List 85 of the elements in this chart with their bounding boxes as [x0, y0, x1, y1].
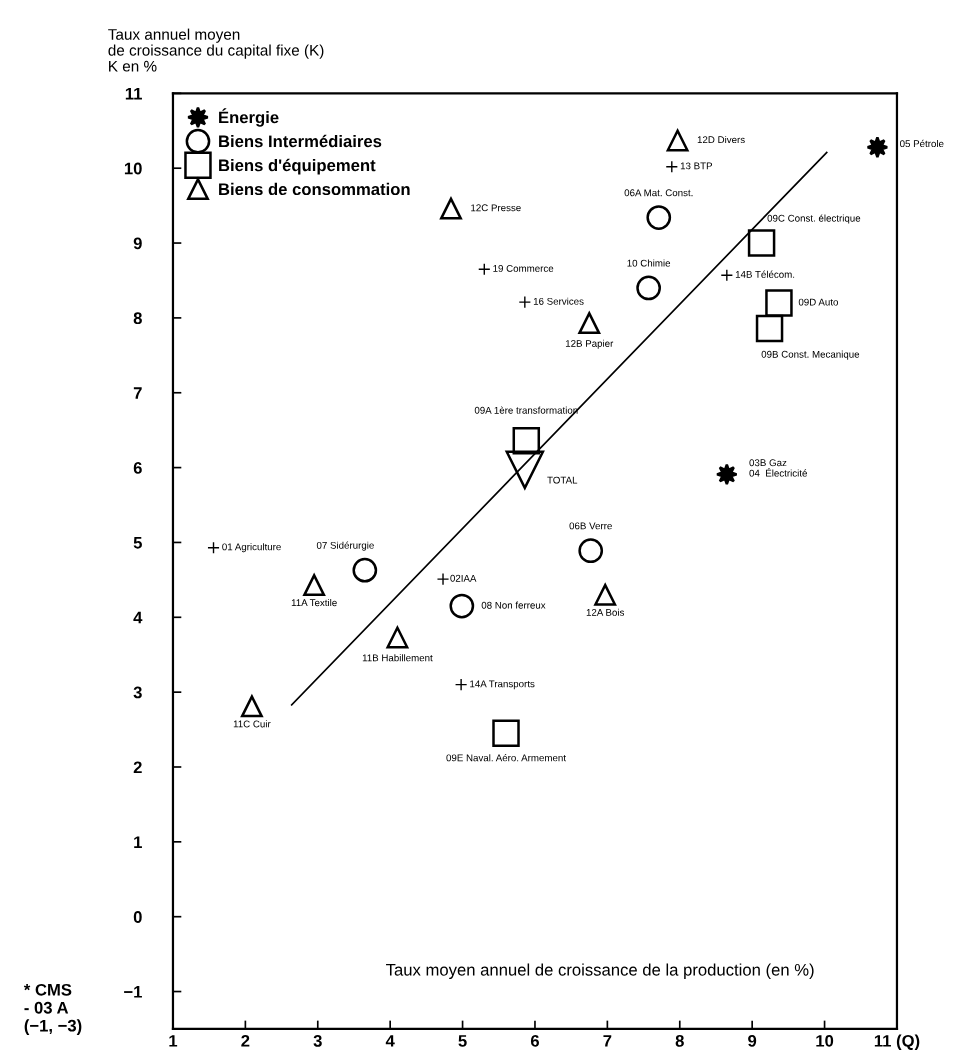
annotation: 09D Auto	[798, 298, 838, 306]
y-tick-label: 7	[133, 387, 142, 399]
x-tick-label: 7	[603, 1035, 612, 1047]
annotation: 14A Transports	[470, 680, 535, 690]
y-tick-label: 5	[133, 537, 142, 549]
legend-label: Biens d'équipement	[219, 158, 376, 175]
point	[665, 160, 679, 173]
y-tick-label: 11	[125, 87, 142, 100]
legend-label: Biens de consommation	[219, 182, 410, 196]
annotation: 01 Agriculture	[222, 543, 281, 553]
x-tick-label: 5	[458, 1035, 467, 1047]
point	[303, 574, 326, 597]
y-tick-label: 6	[133, 462, 142, 474]
point	[454, 678, 468, 691]
point	[518, 295, 532, 309]
point	[755, 314, 784, 343]
point	[512, 426, 541, 455]
annotation: 13 BTP	[680, 162, 713, 170]
point	[666, 129, 689, 152]
annotation: 14B Télécom.	[735, 270, 795, 278]
annotation: 11B Habillement	[362, 654, 433, 662]
annotation: 09B Const. Mecanique	[761, 350, 860, 360]
x-tick-label: 4	[385, 1035, 395, 1047]
point	[492, 719, 520, 748]
annotation: 12B Papier	[565, 339, 614, 349]
point	[449, 593, 475, 619]
x-tick-label: 3	[313, 1034, 322, 1047]
annotation: 12A Bois	[586, 608, 625, 616]
point	[386, 626, 409, 649]
y-tick-label: 1	[134, 836, 142, 848]
annotation: 09E Naval. Aéro. Armement	[446, 754, 566, 762]
annotation: 07 Sidérurgie	[316, 541, 374, 551]
y-tick-label: 3	[133, 686, 142, 699]
point	[720, 268, 734, 282]
y-tick-label: 10	[124, 162, 142, 175]
point	[715, 463, 738, 486]
point	[594, 583, 617, 606]
annotation: 03B Gaz 04 Électricité	[749, 459, 807, 477]
y-tick-label: 0	[133, 911, 142, 923]
point	[352, 557, 378, 583]
annotation: 02IAA	[450, 574, 477, 582]
text: * CMS - 03 A (−1, −3)	[23, 983, 82, 1035]
point	[866, 136, 889, 159]
point	[440, 197, 462, 220]
x-tick-label: 2	[241, 1034, 250, 1047]
annotation: 19 Commerce	[493, 264, 554, 272]
y-tick-label: −1	[124, 986, 142, 998]
annotation: 08 Non ferreux	[481, 601, 546, 609]
point	[436, 572, 450, 586]
x-axis-title: Taux moyen annuel de croissance de la production (en %)	[386, 963, 814, 980]
point	[765, 289, 793, 317]
point	[578, 538, 604, 564]
annotation: 09A 1ère transformation	[474, 406, 578, 414]
x-tick-label: 10	[816, 1034, 834, 1047]
x-tick-label: 6	[530, 1034, 539, 1047]
x-tick-label: 11 (Q)	[874, 1034, 920, 1051]
y-axis-title: Taux annuel moyen de croissance du capital fixe (K) K en %	[108, 28, 324, 72]
point	[505, 450, 545, 490]
point	[207, 541, 220, 554]
point	[578, 312, 601, 335]
annotation: 11A Textile	[291, 599, 337, 607]
annotation: 06B Verre	[569, 522, 612, 530]
annotation: 05 Pétrole	[900, 139, 944, 148]
y-tick-label: 4	[133, 611, 143, 624]
point	[636, 275, 661, 301]
annotation: TOTAL	[547, 476, 578, 484]
y-tick-label: 9	[133, 237, 142, 250]
x-tick-label: 9	[748, 1034, 757, 1047]
y-tick-label: 2	[133, 761, 142, 774]
legend-label: Énergie	[219, 108, 279, 127]
x-tick-label: 1	[169, 1035, 178, 1047]
annotation: 10 Chimie	[627, 259, 671, 267]
annotation: 09C Const. électrique	[767, 214, 861, 224]
annotation: 12C Presse	[471, 204, 521, 212]
x-tick-label: 8	[675, 1034, 684, 1047]
point	[478, 262, 491, 276]
annotation: 11C Cuir	[233, 720, 271, 728]
legend-label: Biens Intermédiaires	[219, 134, 382, 148]
annotation: 16 Services	[533, 297, 584, 305]
annotation: 12D Divers	[697, 135, 745, 144]
y-tick-label: 8	[133, 312, 142, 325]
point	[646, 205, 672, 230]
point	[240, 695, 263, 718]
point	[747, 229, 776, 257]
annotation: 06A Mat. Const.	[624, 189, 693, 197]
